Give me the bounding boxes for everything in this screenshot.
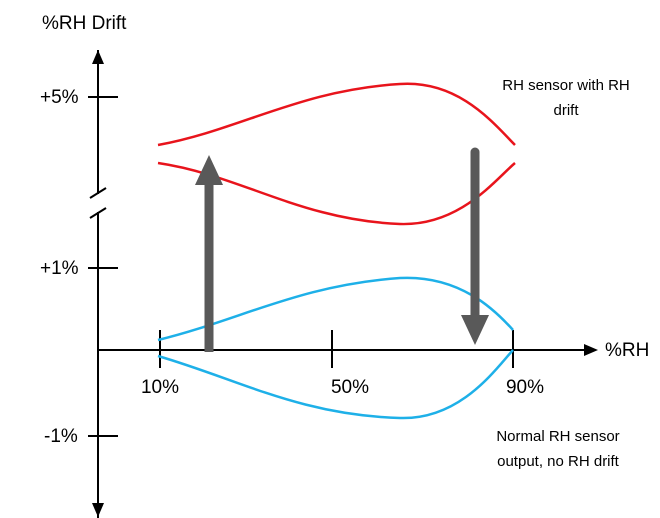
- drift-down-arrowhead: [461, 315, 489, 345]
- drift-label: RH sensor with RH: [502, 77, 630, 94]
- y-axis-title: %RH Drift: [42, 13, 127, 34]
- normal-label: output, no RH drift: [497, 453, 620, 470]
- normal-lower-curve: [157, 349, 514, 420]
- axis-break: [89, 207, 107, 219]
- drift-label: drift: [553, 102, 579, 119]
- y-tick-label: -1%: [44, 426, 78, 447]
- x-tick-label: 50%: [331, 377, 369, 398]
- y-tick-label: +5%: [40, 87, 79, 108]
- normal-upper-curve: [157, 276, 514, 342]
- x-tick-label: 90%: [506, 377, 544, 398]
- drift-upper-curve: [157, 82, 516, 147]
- y-axis-arrow: [92, 503, 104, 517]
- x-axis-arrow: [584, 344, 598, 356]
- axis-break: [89, 187, 107, 199]
- drift-up-arrowhead: [195, 155, 223, 185]
- x-axis-title: %RH: [605, 340, 649, 361]
- normal-label: Normal RH sensor: [496, 428, 619, 445]
- y-axis-arrow: [92, 50, 104, 64]
- x-tick-label: 10%: [141, 377, 179, 398]
- y-tick-label: +1%: [40, 258, 79, 279]
- drift-lower-curve: [157, 161, 516, 226]
